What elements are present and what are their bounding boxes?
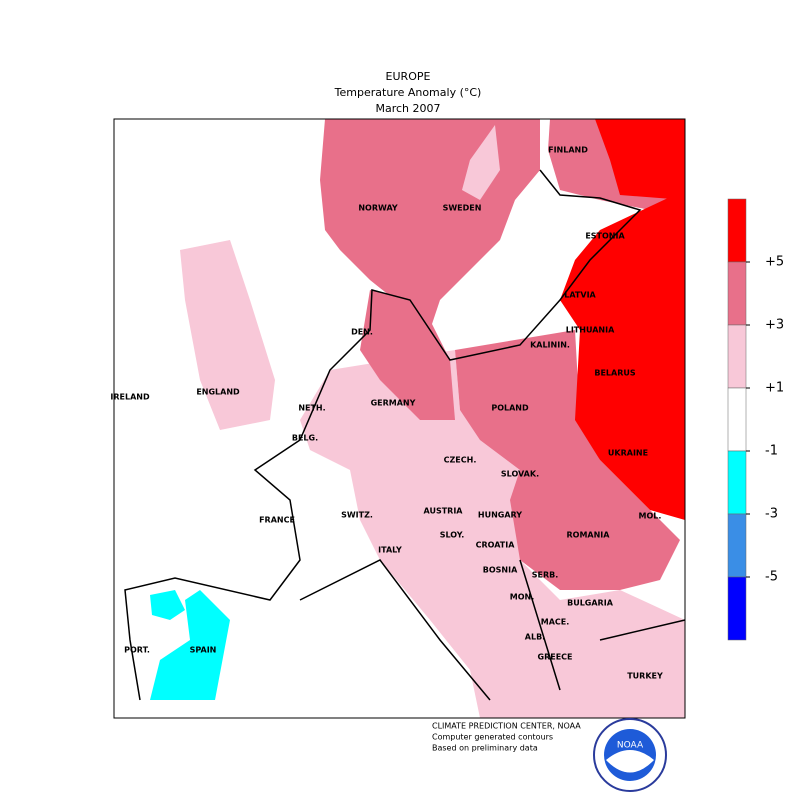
country-label: LATVIA	[564, 291, 596, 300]
legend-swatch	[727, 261, 747, 326]
country-label: LITHUANIA	[566, 326, 615, 335]
legend: +5 +3 +1 -1 -3 -5	[727, 198, 784, 641]
country-label: SERB.	[532, 571, 559, 580]
map-frame	[113, 118, 686, 719]
legend-tick-label: -1	[765, 444, 778, 459]
region	[595, 119, 685, 200]
period: March 2007	[375, 102, 440, 115]
country-label: ALB.	[525, 633, 545, 642]
country-label: KALININ.	[530, 341, 570, 350]
country-label: MACE.	[541, 618, 570, 627]
country-label: HUNGARY	[478, 511, 522, 520]
legend-tick-label: +1	[765, 381, 784, 396]
country-label: AUSTRIA	[424, 507, 464, 516]
country-label: NETH.	[298, 404, 325, 413]
legend-tick-label: +5	[765, 255, 784, 270]
country-label: SWITZ.	[341, 511, 373, 520]
country-label: FRANCE	[259, 516, 295, 525]
legend-swatch	[727, 387, 747, 452]
region	[300, 350, 685, 718]
legend-swatch	[727, 324, 747, 389]
country-label: CROATIA	[476, 541, 516, 550]
title: EUROPE	[386, 70, 431, 83]
footer-line: CLIMATE PREDICTION CENTER, NOAA	[432, 722, 581, 731]
logo-text: NOAA	[617, 741, 644, 751]
noaa-logo: NOAA	[593, 718, 667, 792]
country-label: FINLAND	[548, 146, 588, 155]
country-label: BULGARIA	[567, 599, 614, 608]
country-label: ITALY	[378, 546, 402, 555]
legend-tick-label: +3	[765, 318, 784, 333]
region	[560, 190, 685, 520]
country-label: GREECE	[538, 653, 573, 662]
legend-swatch	[727, 576, 747, 641]
country-label: CZECH.	[444, 456, 477, 465]
logo-bird	[606, 750, 654, 773]
country-label: BELG.	[292, 434, 318, 443]
country-label: ROMANIA	[567, 531, 611, 540]
country-label: UKRAINE	[608, 449, 648, 458]
map	[113, 118, 686, 719]
country-label: POLAND	[491, 404, 529, 413]
country-label: NORWAY	[358, 204, 398, 213]
country-label: BOSNIA	[483, 566, 518, 575]
country-label: MON.	[510, 593, 535, 602]
subtitle: Temperature Anomaly (°C)	[334, 86, 482, 99]
legend-swatch	[727, 450, 747, 515]
region	[455, 330, 680, 590]
country-label: SLOY.	[440, 531, 465, 540]
region	[180, 240, 275, 430]
footer-line: Computer generated contours	[432, 733, 553, 742]
region	[462, 125, 500, 200]
country-labels: FINLAND NORWAY SWEDEN ESTONIA LATVIA DEN. KALI…	[110, 146, 663, 681]
country-label: GERMANY	[371, 399, 416, 408]
country-label: DEN.	[351, 328, 373, 337]
legend-swatch	[727, 513, 747, 578]
country-label: TURKEY	[627, 672, 663, 681]
country-label: PORT.	[124, 646, 150, 655]
legend-swatch	[727, 198, 747, 263]
coastline	[124, 169, 686, 701]
region	[150, 590, 230, 700]
country-label: MOL.	[639, 512, 662, 521]
footer-line: Based on preliminary data	[432, 744, 538, 753]
country-label: ESTONIA	[585, 232, 625, 241]
country-label: SLOVAK.	[501, 470, 539, 479]
region	[150, 590, 185, 620]
legend-tick-label: -5	[765, 570, 778, 585]
country-label: BELARUS	[594, 369, 636, 378]
legend-tick-label: -3	[765, 507, 778, 522]
country-label: SWEDEN	[443, 204, 482, 213]
country-label: IRELAND	[110, 393, 150, 402]
country-label: SPAIN	[190, 646, 217, 655]
region	[360, 290, 455, 420]
country-label: ENGLAND	[196, 388, 240, 397]
